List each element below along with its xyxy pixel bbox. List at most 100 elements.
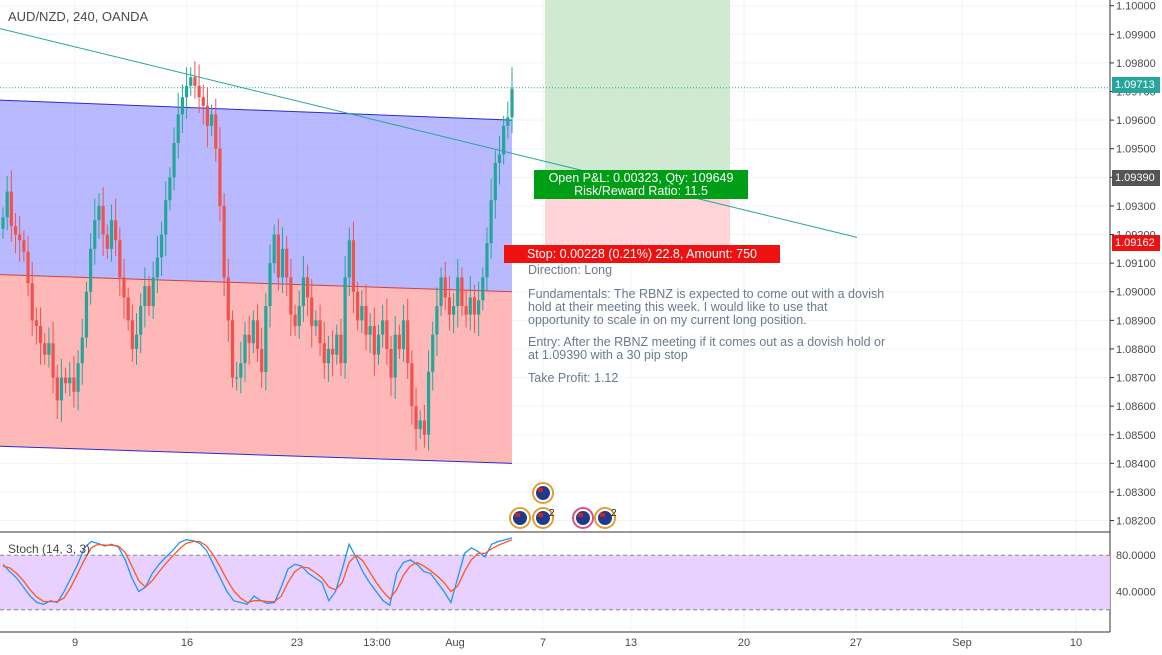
time-axis-label: 20 [738,637,750,649]
event-count-badge: 2 [611,508,617,519]
candle-body [101,205,105,235]
candle-body [38,326,43,344]
candle-body [239,363,243,378]
candle-body [276,234,280,278]
candle-body [247,334,251,344]
candle-body [109,220,114,249]
candle-body [147,286,151,307]
candle-body [477,300,481,315]
candle-body [22,240,26,252]
candle-body [126,297,130,321]
candle-body [122,277,126,298]
candle-body [456,277,460,307]
candle-body [464,306,468,315]
candle-body [443,277,447,298]
note-fundamentals: Fundamentals: The RBNZ is expected to co… [528,287,885,327]
candle-body [139,306,143,335]
candle-body [172,143,176,178]
candle-body [376,334,381,355]
channel-upper-zone[interactable] [0,100,512,292]
price-axis-label: 1.09100 [1116,258,1156,270]
time-axis-label: 13 [625,637,637,649]
candle-body [180,97,185,115]
candle-body [189,77,193,86]
candle-body [305,277,310,298]
channel-middle-line[interactable] [0,274,513,293]
candle-body [205,105,210,126]
candle-body [410,363,414,407]
candle-body [97,205,101,221]
event-flag-icon-union [515,513,520,517]
candle-body [381,320,385,335]
candle-body [272,234,276,264]
stoch-axis-label: 80.0000 [1116,550,1156,562]
candle-body [63,377,68,384]
candle-body [184,85,189,98]
candle-body [506,117,510,126]
price-axis-label: 1.08600 [1116,401,1156,413]
candle-body [422,420,426,435]
candle-body [339,334,343,364]
candle-body [222,205,226,278]
candle-body [435,306,439,335]
stoch-indicator-title[interactable]: Stoch (14, 3, 3) [8,542,91,556]
channel-lower-line[interactable] [0,445,513,464]
price-axis-label: 1.08200 [1116,516,1156,528]
event-flag-icon-union [578,513,583,517]
price-axis-label: 1.08900 [1116,315,1156,327]
event-count-badge: 2 [549,508,555,519]
stoch-d-line[interactable] [2,539,513,604]
note-direction: Direction: Long [528,263,613,277]
time-axis-label: Sep [952,637,972,649]
time-axis-label: 23 [291,637,303,649]
candle-body [460,277,464,307]
event-flag-icon-union [538,488,543,492]
candle-body [68,377,72,384]
candle-body [5,191,9,218]
candle-body [451,306,456,315]
event-flag-icon-union [600,513,605,517]
candle-body [43,343,47,355]
candle-body [201,97,205,106]
trend-line[interactable] [0,28,858,238]
candle-body [214,114,218,149]
price-axis-label: 1.08700 [1116,373,1156,385]
candle-body [84,291,89,338]
candle-body [89,248,93,292]
candle-body [347,240,351,278]
channel-upper-line[interactable] [0,99,513,121]
candle-body [159,234,164,258]
time-axis-label: 16 [181,637,193,649]
price-axis-label: 1.09300 [1116,201,1156,213]
candle-body [80,337,84,364]
open-pnl-label[interactable]: Open P&L: 0.00323, Qty: 109649 Risk/Rewa… [534,170,748,199]
candle-body [280,248,285,278]
stoch-k-line[interactable] [2,537,513,607]
profit-zone[interactable] [545,0,730,181]
candle-body [51,343,55,378]
candle-body [26,251,30,284]
candle-body [293,314,297,327]
price-axis-label: 1.08500 [1116,430,1156,442]
candle-body [393,334,397,378]
candle-body [260,348,264,372]
candle-body [1,217,5,229]
last-price-tag: 1.09713 [1112,77,1160,93]
note-entry: Entry: After the RBNZ meeting if it come… [528,335,886,362]
candle-body [297,306,301,327]
candle-body [322,343,326,364]
candle-body [330,348,335,355]
time-axis-label: 7 [540,637,546,649]
stoch-band [0,555,1110,610]
candle-body [193,77,197,86]
candle-body [372,326,376,355]
time-axis-label: Aug [445,637,465,649]
price-axis-label: 1.08800 [1116,344,1156,356]
entry-price-tag: 1.09390 [1112,170,1160,186]
price-axis-label: 1.09900 [1116,29,1156,41]
price-axis-label: 1.10000 [1116,1,1156,13]
candle-body [155,257,159,278]
stop-label[interactable]: Stop: 0.00228 (0.21%) 22.8, Amount: 750 [504,245,780,263]
